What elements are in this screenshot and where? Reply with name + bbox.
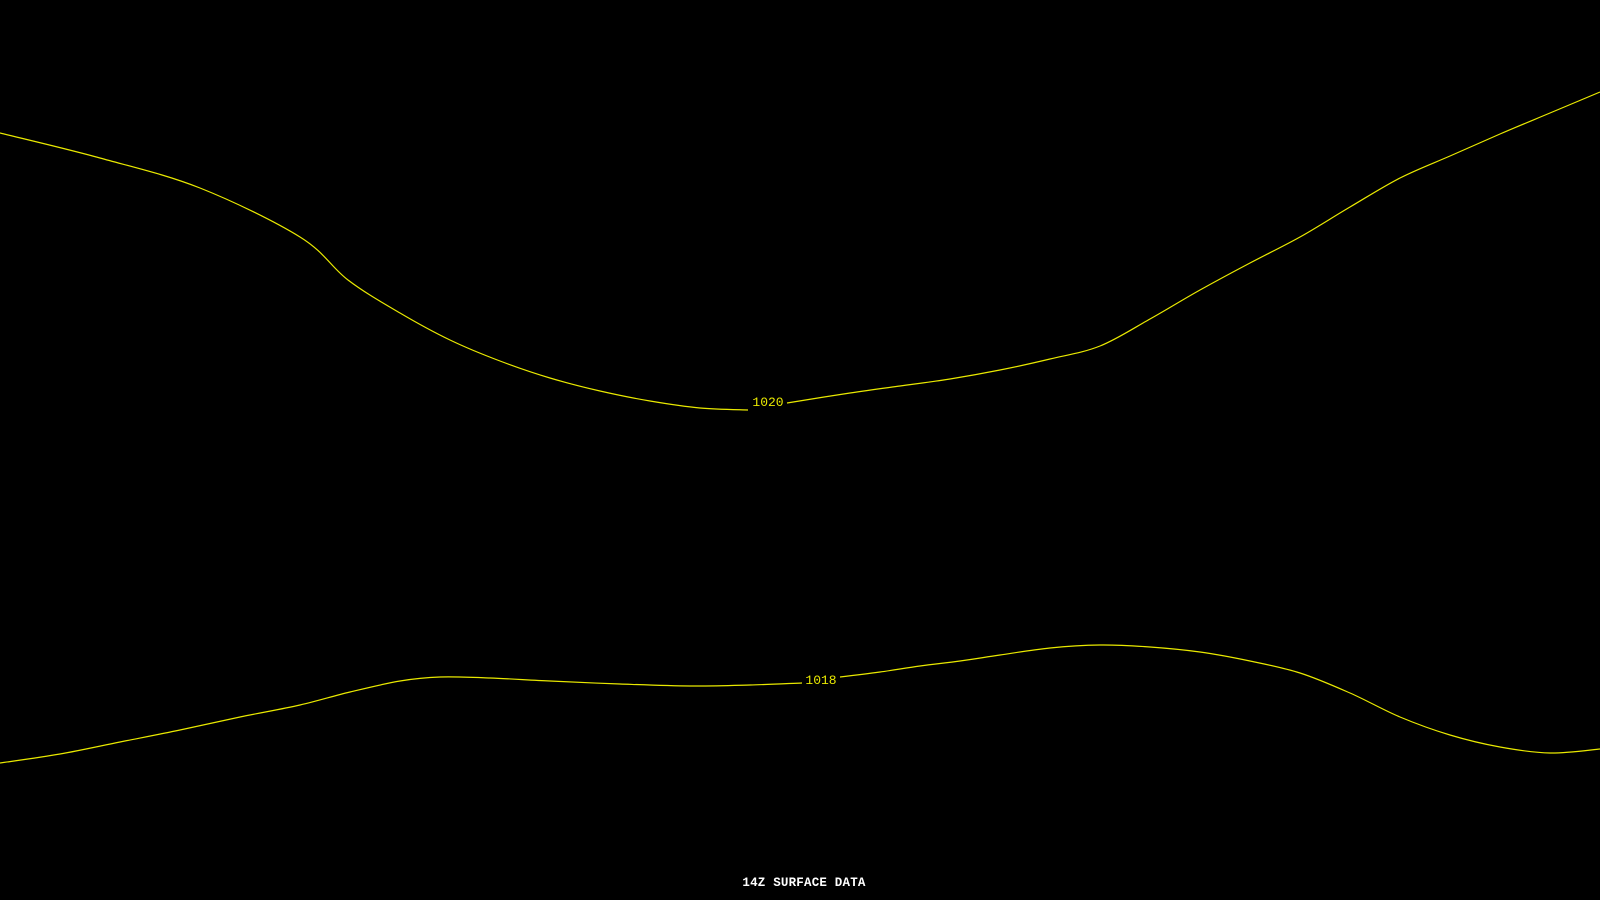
isobar-1020-line (0, 132, 749, 411)
isobar-label-1020: 1020 (752, 395, 783, 410)
isobar-1018-line (839, 644, 1600, 754)
isobar-contours (0, 91, 1600, 764)
map-title: 14Z SURFACE DATA (742, 876, 866, 890)
isobar-1018-line (0, 676, 803, 764)
isobar-label-1018: 1018 (805, 673, 836, 688)
isobar-1020-line (786, 91, 1600, 404)
